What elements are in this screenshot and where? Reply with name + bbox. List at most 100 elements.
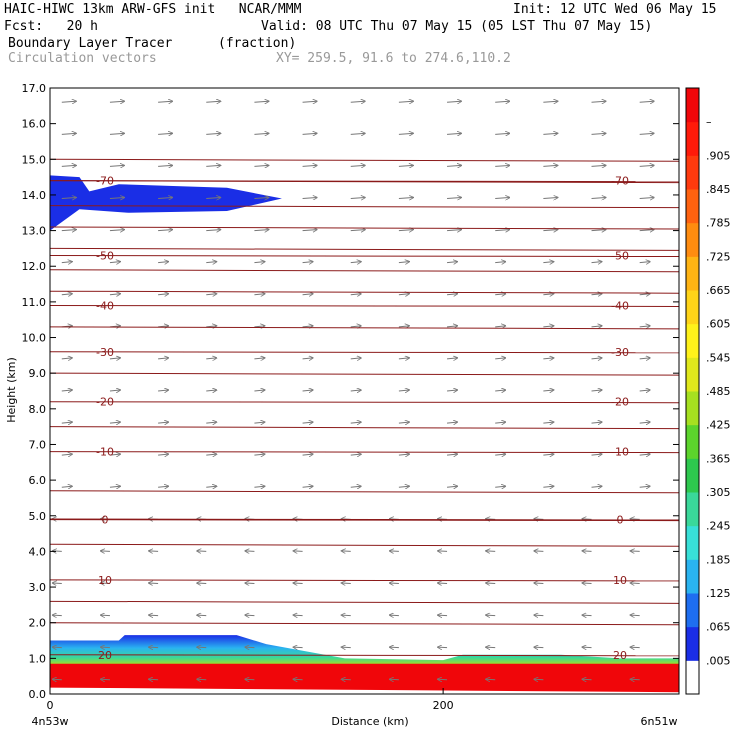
wind-vector <box>254 454 264 455</box>
y-axis-label: Height (km) <box>5 357 18 423</box>
wind-vector <box>254 165 268 166</box>
wind-vector <box>543 358 553 359</box>
wind-vector <box>543 422 553 423</box>
wind-vector <box>206 165 220 166</box>
wind-vector <box>158 133 172 134</box>
wind-vector <box>109 101 124 102</box>
isotherm-line <box>49 518 680 522</box>
wind-vector <box>639 262 650 263</box>
wind-vector <box>447 358 457 359</box>
title-left: HAIC-HIWC 13km ARW-GFS init NCAR/MMM <box>4 2 302 17</box>
wind-vector <box>197 583 207 584</box>
isotherm-line <box>49 205 680 209</box>
wind-vector <box>534 679 544 680</box>
colorbar-label: .245 <box>706 520 731 533</box>
wind-vector <box>591 486 602 487</box>
wind-vector <box>543 262 553 263</box>
colorbar-swatch <box>686 357 699 392</box>
wind-vector <box>109 294 120 295</box>
wind-vector <box>583 679 592 680</box>
wind-vector <box>350 101 365 102</box>
colorbar-frame <box>685 87 700 695</box>
wind-vector <box>583 647 592 648</box>
isotherm-label: 20 <box>98 649 112 662</box>
isotherm-line <box>49 426 680 430</box>
wind-vector <box>486 647 496 648</box>
plot-frame <box>49 87 680 695</box>
wind-vector <box>158 422 168 423</box>
wind-vector <box>302 198 317 199</box>
isotherm-line <box>49 290 680 294</box>
wind-vector <box>583 615 592 616</box>
wind-vector <box>101 583 110 584</box>
isotherm-line <box>49 600 680 604</box>
wind-vector <box>390 647 399 648</box>
y-tick-label: 13.0 <box>22 225 47 238</box>
wind-vector <box>447 294 457 295</box>
wind-vector <box>342 615 351 616</box>
wind-vector <box>302 422 313 423</box>
colorbar-swatch <box>686 323 699 358</box>
wind-vector <box>398 230 413 231</box>
wind-vector <box>254 294 264 295</box>
wind-vector <box>61 262 72 263</box>
colorbar-swatch <box>686 626 699 661</box>
colorbar-swatch <box>686 492 699 527</box>
wind-vector <box>158 198 172 199</box>
isotherm-label: -20 <box>611 396 629 409</box>
isotherm-line <box>49 451 680 454</box>
colorbar-swatch <box>686 660 699 695</box>
field-units: (fraction) <box>218 36 297 51</box>
wind-vector <box>158 486 168 487</box>
wind-vector <box>398 358 409 359</box>
wind-vector <box>294 615 303 616</box>
wind-vector <box>245 615 255 616</box>
wind-vector <box>486 583 496 584</box>
wind-vector <box>206 358 216 359</box>
wind-vector <box>486 679 496 680</box>
wind-vector <box>543 133 557 134</box>
wind-vector <box>639 198 654 199</box>
wind-vector <box>109 422 120 423</box>
wind-vector <box>206 133 220 134</box>
wind-vector <box>342 679 351 680</box>
wind-vector <box>543 486 553 487</box>
wind-vector <box>245 647 255 648</box>
y-tick-label: 11.0 <box>22 296 47 309</box>
isotherm-label: -40 <box>611 299 629 312</box>
colorbar-swatch <box>686 222 699 257</box>
colorbar-swatch <box>686 88 699 123</box>
isotherm-line <box>49 543 680 547</box>
colorbar-swatch <box>686 290 699 325</box>
wind-vector <box>447 390 457 391</box>
isotherm-line <box>49 351 680 354</box>
isotherm-label: -10 <box>611 446 629 459</box>
wind-vector <box>495 390 505 391</box>
wind-vector <box>197 679 207 680</box>
colorbar-label: .725 <box>706 250 731 263</box>
y-tick-label: 2.0 <box>29 617 47 630</box>
colorbar-swatch <box>686 189 699 224</box>
wind-vector <box>61 390 72 391</box>
wind-vector <box>294 679 303 680</box>
wind-vector <box>158 294 168 295</box>
wind-vector <box>398 101 413 102</box>
wind-vector <box>639 101 654 102</box>
y-tick-label: 15.0 <box>22 153 47 166</box>
wind-vector <box>591 454 602 455</box>
wind-vector <box>438 551 448 552</box>
y-tick-label: 6.0 <box>29 474 47 487</box>
wind-vector <box>350 326 361 327</box>
wind-vector <box>294 647 303 648</box>
wind-vector <box>534 615 544 616</box>
wind-vector <box>109 230 124 231</box>
wind-vector <box>158 101 172 102</box>
wind-vector <box>302 294 313 295</box>
wind-vector <box>543 165 557 166</box>
wind-vector <box>254 262 264 263</box>
wind-vector <box>254 358 264 359</box>
isotherm-label: 0 <box>102 513 109 526</box>
wind-vector <box>534 551 544 552</box>
wind-vector <box>206 422 216 423</box>
colorbar-label: .065 <box>706 621 731 634</box>
